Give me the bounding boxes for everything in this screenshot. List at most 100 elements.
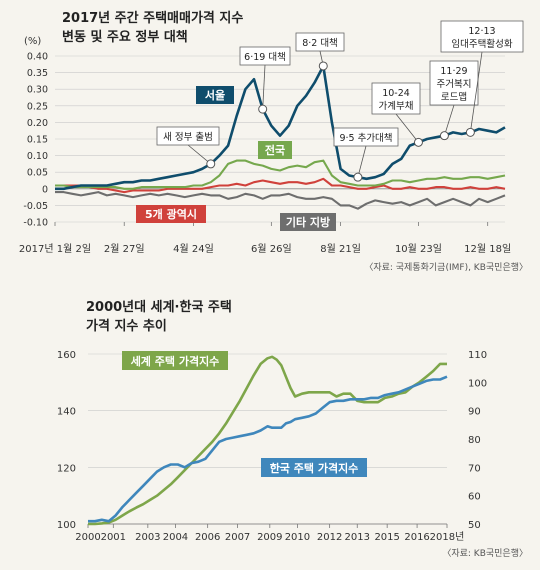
chart-annual: 2000년대 세계·한국 주택 가격 지수 추이 160 140 120 100 11… (57, 299, 528, 559)
chart2-xtick-label: 2016 (404, 532, 429, 543)
annotation-label: 임대주택활성화 (451, 38, 512, 50)
chart2-right-axis: 110 100 90 80 70 60 50 (468, 350, 487, 531)
chart2-right-tick-label: 110 (468, 350, 487, 361)
annotation-box (440, 20, 524, 53)
chart2-title: 2000년대 세계·한국 주택 (86, 299, 232, 315)
chart2-xtick-label: 2006 (195, 532, 220, 543)
chart1-ytick-label: 0.25 (27, 101, 48, 112)
chart1-y-axis: 0.40 0.35 0.30 0.25 0.20 0.15 0.10 0.05 0 -0.05 -0… (23, 52, 48, 229)
label-world: 세계 주택 가격지수 (122, 351, 228, 370)
chart1-xtick-label: 8월 21일 (320, 243, 361, 255)
chart1-xtick-label: 4월 24일 (173, 243, 214, 255)
chart1-ytick-label: 0.30 (27, 85, 48, 96)
annotation-label: 9·5 추가대책 (339, 133, 392, 144)
chart2-xtick-label: 2010 (285, 532, 310, 543)
chart2-left-tick-label: 160 (57, 350, 76, 361)
chart1-ytick-label: -0.05 (23, 201, 48, 212)
label-metro5-box (136, 205, 206, 223)
chart2-xtick-label: 2003 (135, 532, 160, 543)
label-seoul-text: 서울 (205, 88, 225, 102)
chart2-xtick-label: 2015 (374, 532, 399, 543)
chart2-left-tick-label: 120 (57, 463, 76, 474)
label-seoul-box (196, 86, 234, 104)
chart1-xtick-label: 2월 27일 (104, 243, 145, 255)
chart2-right-tick-label: 60 (468, 492, 481, 503)
label-korea: 한국 주택 가격지수 (261, 458, 367, 477)
label-world-text: 세계 주택 가격지수 (131, 354, 220, 368)
label-seoul: 서울 (196, 86, 234, 104)
chart1-xtick-label: 10월 23일 (395, 243, 442, 255)
chart2-xtick-label: 2012 (317, 532, 342, 543)
chart1-ytick-label: 0.15 (27, 135, 48, 146)
annotation-label: 새 정부 출범 (163, 132, 213, 143)
chart1-ytick-label: 0 (42, 184, 48, 195)
chart2-xtick-label: 2018년 (430, 531, 465, 543)
chart1-ytick-label: 0.10 (27, 151, 48, 162)
chart2-right-tick-label: 100 (468, 378, 487, 389)
label-korea-text: 한국 주택 가격지수 (270, 461, 359, 475)
annotation-box (333, 127, 399, 147)
chart2-left-tick-label: 100 (57, 520, 76, 531)
annotation-label: 6·19 대책 (244, 52, 286, 63)
series-line-national (55, 159, 506, 190)
annotation-marker (439, 131, 449, 141)
chart2-left-axis: 160 140 120 100 (57, 350, 76, 531)
chart2-right-tick-label: 80 (468, 435, 481, 446)
label-other-text: 기타 지방 (286, 215, 330, 229)
label-national-text: 전국 (265, 143, 285, 157)
chart-weekly: 2017년 주간 주택매매가격 지수 변동 및 주요 정부 대책 (%) 0.4… (19, 10, 528, 273)
annotation-leader (444, 104, 455, 136)
chart1-series (55, 64, 506, 210)
chart2-left-tick-label: 140 (57, 407, 76, 418)
chart1-x-axis: 2017년 1월 2일 2월 27일 4월 24일 6월 26일 8월 21일 10월 2… (19, 222, 511, 255)
series-line-korea (88, 375, 448, 523)
chart1-xtick-label: 2017년 1월 2일 (19, 243, 91, 255)
label-world-box (122, 351, 228, 370)
annotation-box (239, 46, 291, 66)
chart2-xtick-label: 2000 (75, 532, 100, 543)
series-line-seoul (55, 64, 506, 191)
chart2-right-tick-label: 90 (468, 407, 481, 418)
chart1-xtick-label: 12월 18일 (464, 243, 511, 255)
chart1-title: 2017년 주간 주택매매가격 지수 (62, 10, 243, 26)
chart1-ytick-label: -0.10 (23, 218, 48, 229)
label-other: 기타 지방 (280, 213, 336, 231)
chart2-xtick-label: 2007 (225, 532, 250, 543)
annotation-label: 가계부채 (379, 100, 414, 112)
chart2-right-tick-label: 50 (468, 520, 481, 531)
chart2-xtick-label: 2013 (345, 532, 370, 543)
chart1-ytick-label: 0.35 (27, 68, 48, 79)
annotation-label: 로드맵 (441, 91, 467, 103)
chart2-xtick-label: 2004 (163, 532, 188, 543)
annotation-label: 12·13 (468, 26, 495, 37)
chart1-source: 〈자료: 국제통화기금(IMF), KB국민은행〉 (364, 261, 528, 273)
chart2-subtitle: 가격 지수 추이 (86, 318, 167, 334)
annotation-leader (187, 144, 212, 165)
annotation-marker (206, 159, 216, 169)
annotation-label: 주거복지 (437, 79, 472, 90)
annotation-box (295, 32, 345, 52)
annotation-marker (258, 104, 268, 114)
annotation-marker (318, 61, 328, 71)
label-other-box (280, 213, 336, 231)
annotation-leader (395, 113, 419, 143)
label-korea-box (261, 458, 367, 477)
label-national: 전국 (258, 141, 292, 159)
chart1-ytick-label: 0.05 (27, 168, 48, 179)
annotation-box (371, 82, 421, 115)
annotation-leader (262, 64, 266, 110)
chart2-source: 〈자료: KB국민은행〉 (442, 547, 528, 559)
annotation-leader (469, 51, 483, 133)
chart1-xtick-label: 6월 26일 (251, 243, 292, 255)
annotation-leader (357, 145, 367, 178)
label-metro5: 5개 광역시 (136, 205, 206, 223)
series-line-metro5 (55, 177, 506, 194)
chart2-series (88, 355, 448, 526)
series-line-world (88, 355, 447, 526)
annotation-label: 8·2 대책 (302, 38, 338, 49)
series-line-other (55, 191, 506, 210)
annotation-marker (465, 127, 475, 137)
chart1-ytick-label: 0.20 (27, 118, 48, 129)
chart2-xtick-label: 2001 (101, 532, 126, 543)
